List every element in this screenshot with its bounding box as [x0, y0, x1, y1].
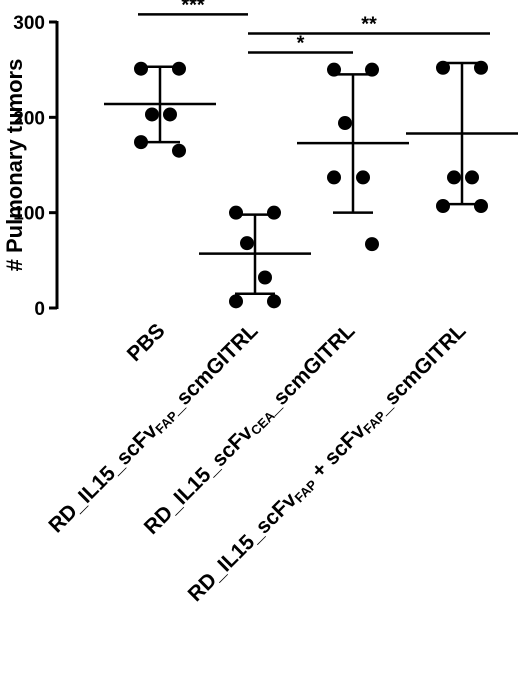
significance-label: ** — [361, 13, 377, 35]
data-point — [240, 236, 254, 251]
data-point — [229, 205, 243, 220]
data-point — [474, 198, 488, 213]
y-tick-label: 300 — [13, 13, 45, 34]
significance-brackets: ****** — [138, 0, 490, 55]
data-point — [436, 198, 450, 213]
data-point — [172, 61, 186, 76]
group-4 — [406, 60, 518, 213]
data-point — [447, 170, 461, 185]
data-point — [465, 170, 479, 185]
significance-label: * — [297, 33, 305, 55]
category-labels: PBSRD_IL15_scFvFAP_scmGITRLRD_IL15_scFvC… — [44, 319, 470, 606]
data-point — [229, 294, 243, 309]
y-tick-label: 0 — [34, 299, 45, 320]
data-point — [172, 143, 186, 158]
data-point — [365, 62, 379, 77]
y-axis: 0 100 200 300 — [13, 13, 59, 320]
data-point — [327, 170, 341, 185]
data-point — [365, 237, 379, 252]
data-groups — [104, 60, 518, 309]
group-2 — [199, 205, 311, 309]
y-axis-title: # Pulmonary tumors — [2, 59, 27, 272]
data-point — [145, 107, 159, 122]
data-point — [474, 60, 488, 75]
data-point — [356, 170, 370, 185]
data-point — [327, 62, 341, 77]
data-point — [338, 116, 352, 131]
significance-label: *** — [181, 0, 205, 16]
category-label: PBS — [123, 319, 170, 366]
data-point — [267, 294, 281, 309]
group-3 — [297, 62, 409, 252]
data-point — [436, 60, 450, 75]
data-point — [163, 107, 177, 122]
data-point — [134, 135, 148, 150]
data-point — [258, 270, 272, 285]
data-point — [267, 205, 281, 220]
category-label: RD_IL15_scFvFAP_scmGITRL — [44, 319, 263, 538]
y-tick-label: 100 — [13, 204, 45, 225]
data-point — [134, 61, 148, 76]
y-tick-label: 200 — [13, 108, 45, 129]
category-label: RD_IL15_scFvCEA_scmGITRL — [140, 319, 361, 540]
group-1 — [104, 61, 216, 158]
